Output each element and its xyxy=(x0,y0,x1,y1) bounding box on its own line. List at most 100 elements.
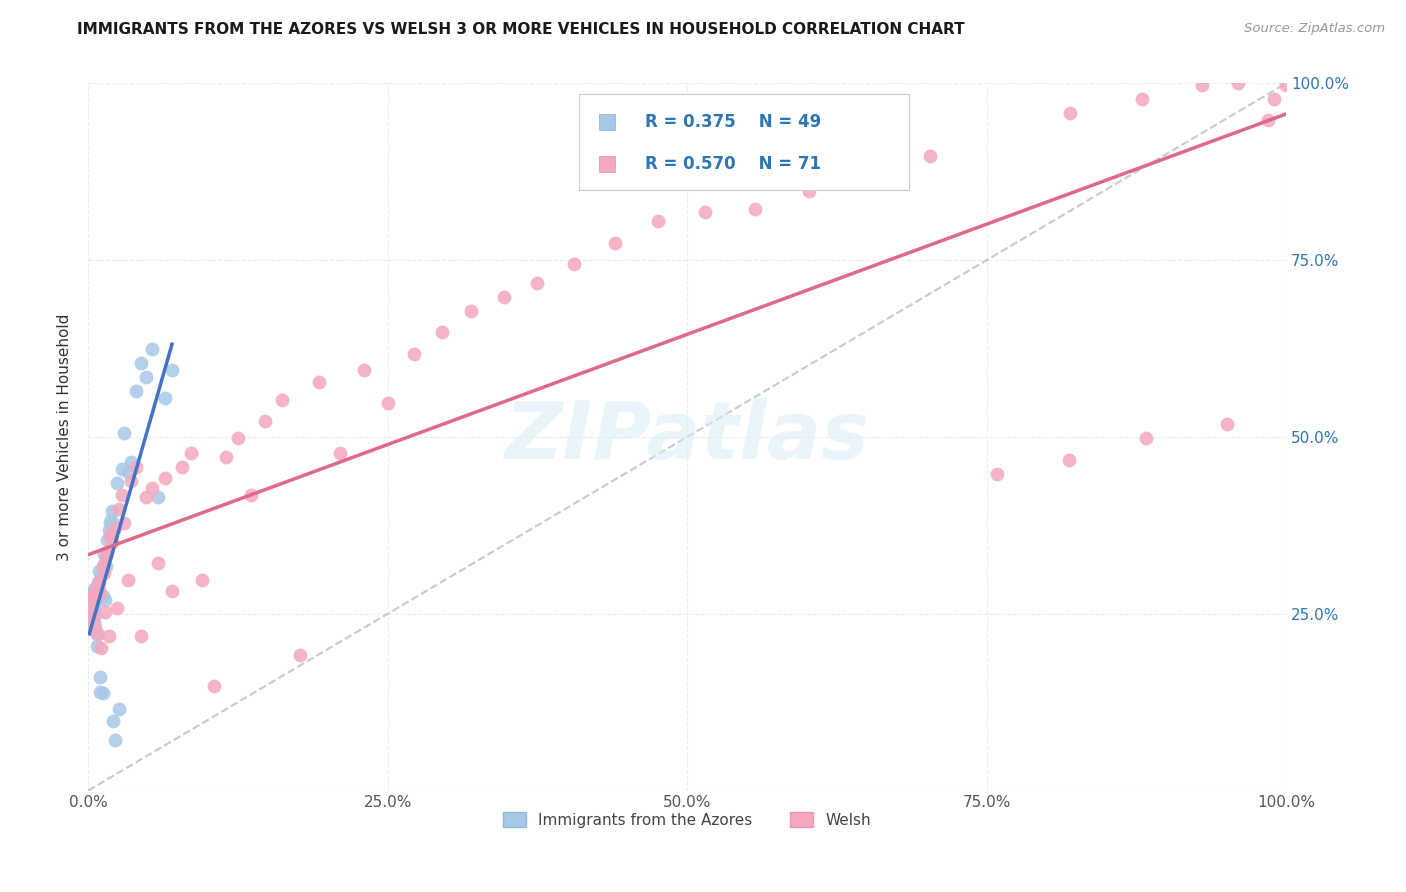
Point xyxy=(94,549,117,563)
Point xyxy=(146,490,169,504)
Text: Source: ZipAtlas.com: Source: ZipAtlas.com xyxy=(1244,22,1385,36)
Point xyxy=(135,490,157,504)
Point xyxy=(79,596,101,610)
Point xyxy=(693,205,716,219)
Point xyxy=(94,592,117,607)
Point xyxy=(170,459,193,474)
Point xyxy=(153,471,176,485)
Point xyxy=(79,606,101,620)
Point xyxy=(1057,452,1080,467)
Point xyxy=(308,375,330,389)
Point xyxy=(87,574,110,589)
Point xyxy=(91,558,114,573)
Point xyxy=(1216,417,1239,432)
Point xyxy=(986,467,1008,481)
Point xyxy=(240,488,263,502)
Text: IMMIGRANTS FROM THE AZORES VS WELSH 3 OR MORE VEHICLES IN HOUSEHOLD CORRELATION : IMMIGRANTS FROM THE AZORES VS WELSH 3 OR… xyxy=(77,22,965,37)
Text: R = 0.570    N = 71: R = 0.570 N = 71 xyxy=(645,155,821,173)
Point xyxy=(492,290,515,304)
Point xyxy=(105,601,128,615)
Point xyxy=(82,612,104,626)
Point xyxy=(191,573,214,587)
Point xyxy=(202,679,225,693)
Point xyxy=(80,591,103,606)
Point xyxy=(1275,78,1298,92)
Point xyxy=(101,534,124,549)
Point xyxy=(80,601,103,615)
Point xyxy=(101,504,124,518)
Point xyxy=(1257,113,1279,128)
Point xyxy=(160,363,183,377)
Point xyxy=(117,466,139,480)
Point xyxy=(564,257,586,271)
Point xyxy=(377,396,399,410)
Point xyxy=(86,580,108,594)
Point xyxy=(89,670,111,684)
Point xyxy=(87,589,110,603)
Point xyxy=(80,614,103,628)
Point xyxy=(82,621,104,635)
Point xyxy=(596,157,619,171)
Point xyxy=(87,574,110,589)
Point xyxy=(605,235,627,250)
Point xyxy=(105,475,128,490)
Point xyxy=(103,520,125,534)
Legend: Immigrants from the Azores, Welsh: Immigrants from the Azores, Welsh xyxy=(496,805,877,834)
Point xyxy=(94,558,117,573)
Point xyxy=(430,326,453,340)
Point xyxy=(460,304,482,318)
Point xyxy=(100,513,122,527)
Point xyxy=(1263,92,1285,106)
Point xyxy=(108,502,131,516)
Point xyxy=(98,527,121,541)
Point xyxy=(596,115,619,129)
Point xyxy=(647,214,669,228)
Point xyxy=(111,488,134,502)
Point xyxy=(84,594,107,608)
Point xyxy=(93,558,115,572)
Point xyxy=(84,608,107,623)
Point xyxy=(79,592,101,607)
Point xyxy=(129,629,152,643)
Point xyxy=(744,202,766,217)
Point xyxy=(353,363,375,377)
Point xyxy=(271,393,294,408)
Point xyxy=(254,414,277,428)
Point xyxy=(87,565,110,579)
Point xyxy=(103,732,125,747)
Point xyxy=(90,640,112,655)
Point xyxy=(129,356,152,370)
Point xyxy=(125,384,148,398)
Point xyxy=(103,714,125,729)
Point xyxy=(141,342,163,356)
Point xyxy=(146,556,169,570)
Point xyxy=(96,544,118,558)
Point xyxy=(94,606,117,620)
Point xyxy=(83,615,105,630)
Point xyxy=(1135,432,1157,446)
Point xyxy=(82,585,104,599)
Point xyxy=(96,533,118,547)
Point xyxy=(111,462,134,476)
Point xyxy=(98,516,121,531)
Point xyxy=(141,481,163,495)
Point xyxy=(87,626,110,640)
Point xyxy=(112,516,135,531)
Point xyxy=(83,587,105,601)
Point xyxy=(799,184,821,198)
Y-axis label: 3 or more Vehicles in Household: 3 or more Vehicles in Household xyxy=(58,313,72,561)
Point xyxy=(1191,78,1213,92)
Point xyxy=(90,568,112,582)
Point xyxy=(79,603,101,617)
Point xyxy=(80,589,103,603)
Point xyxy=(180,445,202,459)
Point xyxy=(91,686,114,700)
Point xyxy=(120,474,142,488)
Point xyxy=(1227,77,1250,91)
Point xyxy=(79,596,101,610)
Point xyxy=(288,648,311,662)
Point xyxy=(83,582,105,596)
Point xyxy=(112,426,135,441)
Point xyxy=(215,450,238,464)
Point xyxy=(108,702,131,716)
